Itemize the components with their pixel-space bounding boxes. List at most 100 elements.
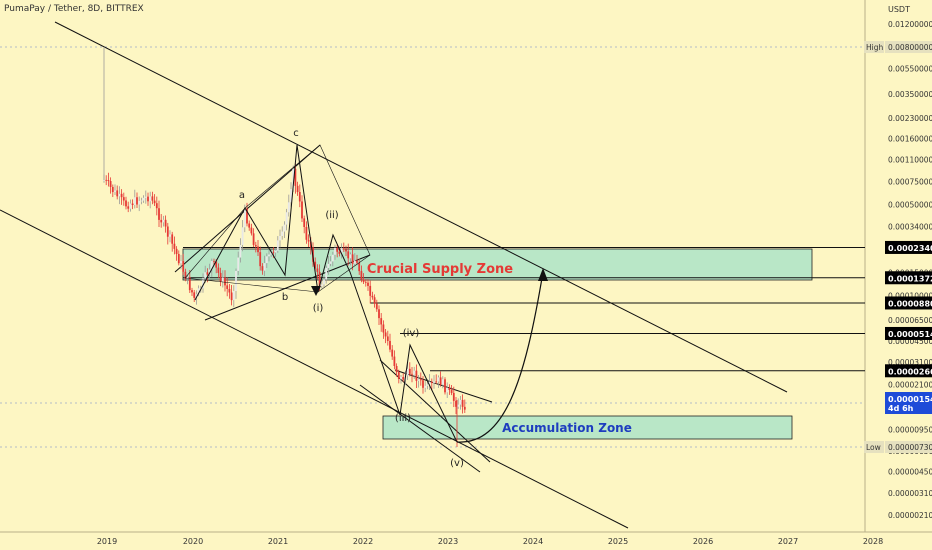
candle — [195, 294, 198, 298]
price-axis-tick-label: 0.00006500 — [888, 316, 932, 325]
wave-label: c — [293, 128, 299, 139]
candle — [353, 260, 356, 264]
candle — [279, 235, 281, 241]
candle — [323, 279, 325, 285]
time-axis-tick-label: 2020 — [183, 537, 203, 546]
candle — [111, 186, 114, 193]
candle — [285, 212, 288, 225]
candle — [362, 279, 365, 282]
trend-line[interactable] — [394, 369, 493, 403]
candle — [329, 261, 332, 264]
price-axis-tick-label: 0.00034000 — [888, 222, 932, 231]
price-level-tag[interactable] — [885, 240, 932, 254]
candle — [389, 340, 391, 350]
time-axis-tick-label: 2022 — [353, 537, 373, 546]
candle — [122, 197, 125, 201]
candle — [439, 377, 442, 385]
candle — [188, 277, 191, 291]
candle — [305, 226, 308, 240]
candle — [138, 200, 141, 205]
candle — [318, 271, 321, 287]
candle — [226, 285, 229, 289]
level-tag-label: Low — [866, 443, 881, 452]
wave-path[interactable] — [194, 144, 458, 443]
candle — [173, 243, 176, 249]
candle — [210, 261, 213, 270]
candle — [395, 366, 398, 373]
level-tag-label: High — [866, 43, 883, 52]
candle — [191, 290, 193, 293]
price-axis-tick-label: 0.00000210 — [888, 511, 932, 520]
wave-label: (iii) — [395, 413, 411, 424]
supply-zone[interactable] — [182, 248, 813, 281]
projection-arrowhead — [538, 268, 548, 281]
candle — [136, 197, 138, 205]
candle — [107, 180, 110, 182]
projection-curve[interactable] — [456, 271, 544, 443]
price-level-tag[interactable] — [885, 271, 932, 285]
candle — [131, 203, 134, 205]
candle — [257, 246, 259, 253]
candle — [331, 254, 334, 262]
candle — [378, 309, 380, 319]
price-level-tag[interactable] — [885, 326, 932, 340]
candle — [151, 196, 154, 201]
current-price-tag[interactable] — [885, 392, 932, 414]
time-axis-tick-label: 2019 — [97, 537, 117, 546]
candle — [164, 219, 167, 227]
wave-triangle — [184, 144, 371, 293]
wave-label: a — [239, 190, 245, 201]
candle — [219, 272, 222, 282]
candle — [417, 379, 420, 381]
candle — [303, 218, 306, 227]
price-level-tag[interactable] — [885, 364, 932, 378]
candle — [114, 190, 116, 193]
price-level-tag-text: 0.00013724 — [888, 274, 932, 283]
level-tag-value-bg — [885, 441, 932, 453]
candle — [340, 248, 343, 254]
candle — [349, 254, 352, 259]
candle — [263, 263, 266, 271]
trend-line[interactable] — [0, 209, 629, 529]
candle — [202, 278, 204, 289]
candle — [364, 281, 367, 283]
wave-label: (iv) — [403, 328, 420, 339]
level-tag-value: 0.00800000 — [888, 43, 932, 52]
time-axis-tick-label: 2026 — [693, 537, 713, 546]
trend-line[interactable] — [204, 254, 371, 321]
candle — [345, 249, 347, 252]
candle — [371, 295, 374, 298]
trend-line[interactable] — [174, 144, 321, 273]
candle — [301, 201, 303, 219]
candle — [397, 372, 400, 379]
price-axis-tick-label: 0.00550000 — [888, 64, 932, 73]
candle — [217, 267, 220, 273]
time-axis-tick-label: 2027 — [778, 537, 798, 546]
price-axis-tick-label: 0.00010000 — [888, 292, 932, 301]
level-tag-value-bg — [885, 41, 932, 53]
candle — [243, 208, 246, 228]
candle — [314, 261, 317, 269]
candle — [160, 219, 163, 223]
price-level-tag-text: 0.00002665 — [888, 367, 932, 376]
trend-line[interactable] — [359, 384, 481, 473]
candle — [241, 227, 244, 245]
price-level-tag[interactable] — [885, 296, 932, 310]
candle — [441, 379, 444, 385]
candle — [204, 272, 207, 279]
candle — [435, 381, 438, 383]
trend-line[interactable] — [54, 21, 788, 393]
price-axis-tick-label: 0.00003100 — [888, 358, 932, 367]
candle — [296, 185, 299, 192]
candle — [142, 197, 145, 201]
wave-label: (ii) — [325, 210, 338, 221]
price-level-tag-text: 0.00008801 — [888, 299, 932, 308]
current-price-tag-text: 0.00001549 — [888, 395, 932, 404]
current-price-tag-text: 4d 6h — [888, 404, 914, 413]
candle — [375, 303, 378, 310]
candle — [175, 248, 178, 254]
candle — [408, 368, 411, 374]
candle — [158, 208, 160, 220]
candle — [413, 370, 416, 375]
